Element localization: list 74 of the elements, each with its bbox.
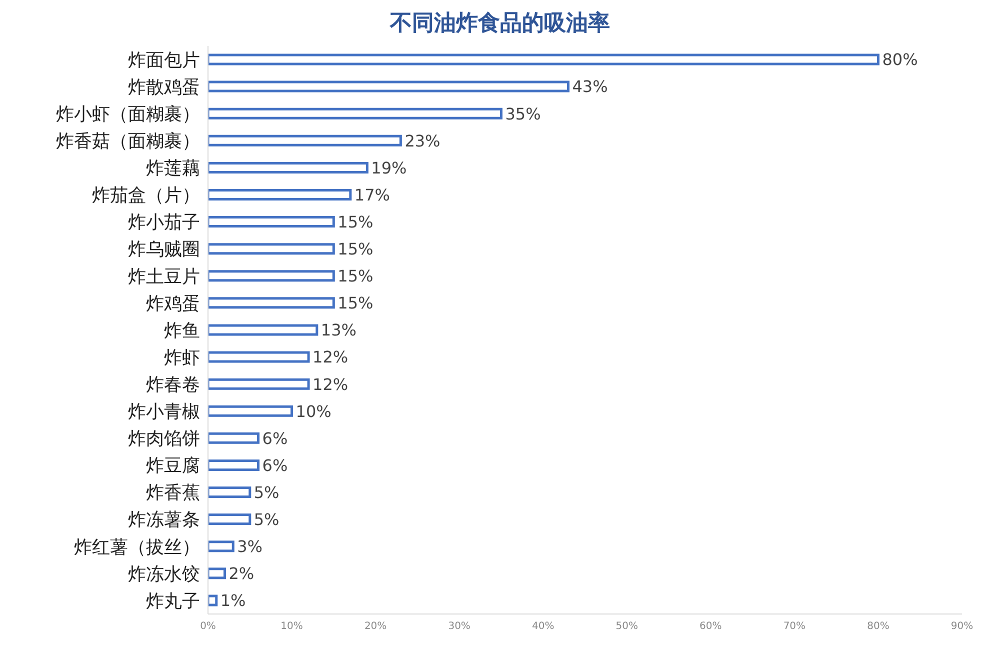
bar — [208, 540, 234, 552]
y-tick-label: 炸鸡蛋 — [146, 293, 200, 314]
data-label: 15% — [338, 294, 374, 313]
y-tick-label: 炸土豆片 — [128, 266, 200, 288]
data-label: 15% — [338, 266, 374, 286]
y-tick-label: 炸丸子 — [146, 590, 200, 612]
bar — [208, 486, 252, 498]
y-tick-label: 炸小青椒 — [128, 402, 200, 423]
data-label: 35% — [505, 104, 541, 124]
x-tick-label: 90% — [950, 621, 974, 632]
y-tick-label: 炸冻水饺 — [128, 564, 200, 585]
bar — [208, 162, 368, 174]
y-tick-label: 炸香菇（面糊裹） — [56, 131, 200, 152]
data-label: 3% — [237, 537, 263, 556]
y-tick-label: 炸肉馅饼 — [128, 428, 200, 450]
y-tick-label: 炸冻薯条 — [128, 510, 200, 531]
bar — [208, 80, 570, 92]
data-label: 6% — [262, 428, 288, 448]
bar — [208, 378, 310, 390]
y-tick-label: 炸香蕉 — [146, 482, 200, 504]
y-tick-label: 炸红薯（拔丝） — [74, 536, 200, 558]
bar — [208, 108, 502, 120]
bar — [208, 405, 294, 417]
x-tick-label: 30% — [448, 621, 470, 632]
x-tick-label: 0% — [200, 621, 216, 632]
y-tick-label: 炸茄盒（片） — [92, 185, 200, 206]
data-label: 17% — [354, 185, 390, 204]
y-tick-label: 炸散鸡蛋 — [128, 76, 200, 98]
data-label: 12% — [312, 348, 348, 367]
data-label: 5% — [254, 482, 280, 502]
x-tick-label: 40% — [532, 621, 554, 632]
y-tick-label: 炸豆腐 — [146, 456, 200, 477]
bar — [208, 514, 252, 526]
bar — [208, 243, 335, 255]
data-label: 12% — [312, 374, 348, 394]
data-label: 23% — [404, 131, 440, 150]
x-tick-label: 60% — [700, 621, 722, 632]
bar — [208, 432, 260, 444]
y-tick-label: 炸面包片 — [128, 50, 200, 71]
data-label: 1% — [220, 591, 246, 610]
y-tick-label: 炸莲藕 — [146, 158, 200, 180]
bar — [208, 54, 880, 66]
bar — [208, 568, 226, 580]
data-label: 10% — [296, 402, 332, 421]
bar — [208, 594, 218, 606]
y-tick-label: 炸春卷 — [146, 374, 200, 396]
bar — [208, 324, 318, 336]
bar — [208, 270, 335, 282]
data-label: 15% — [338, 240, 374, 259]
x-tick-label: 80% — [867, 621, 890, 632]
x-tick-label: 10% — [280, 621, 303, 632]
y-tick-label: 炸小虾（面糊裹） — [56, 104, 200, 126]
data-label: 15% — [338, 212, 374, 232]
bar — [208, 134, 402, 146]
data-label: 2% — [228, 564, 254, 584]
data-label: 5% — [254, 510, 280, 529]
y-tick-label: 炸鱼 — [164, 320, 200, 342]
data-label: 19% — [371, 158, 407, 178]
bar — [208, 297, 335, 309]
data-label: 43% — [572, 77, 608, 96]
bar — [208, 459, 260, 471]
bar — [208, 351, 310, 363]
data-label: 6% — [262, 456, 288, 475]
chart-title: 不同油炸食品的吸油率 — [388, 10, 611, 38]
y-tick-label: 炸小茄子 — [128, 212, 200, 234]
y-tick-label: 炸乌贼圈 — [128, 239, 200, 260]
y-tick-label: 炸虾 — [164, 347, 200, 368]
data-label: 80% — [882, 50, 918, 70]
x-tick-label: 20% — [364, 621, 387, 632]
x-tick-label: 50% — [616, 621, 638, 632]
x-tick-label: 70% — [783, 621, 806, 632]
bar — [208, 216, 335, 228]
bar — [208, 188, 352, 200]
data-label: 13% — [320, 320, 356, 340]
